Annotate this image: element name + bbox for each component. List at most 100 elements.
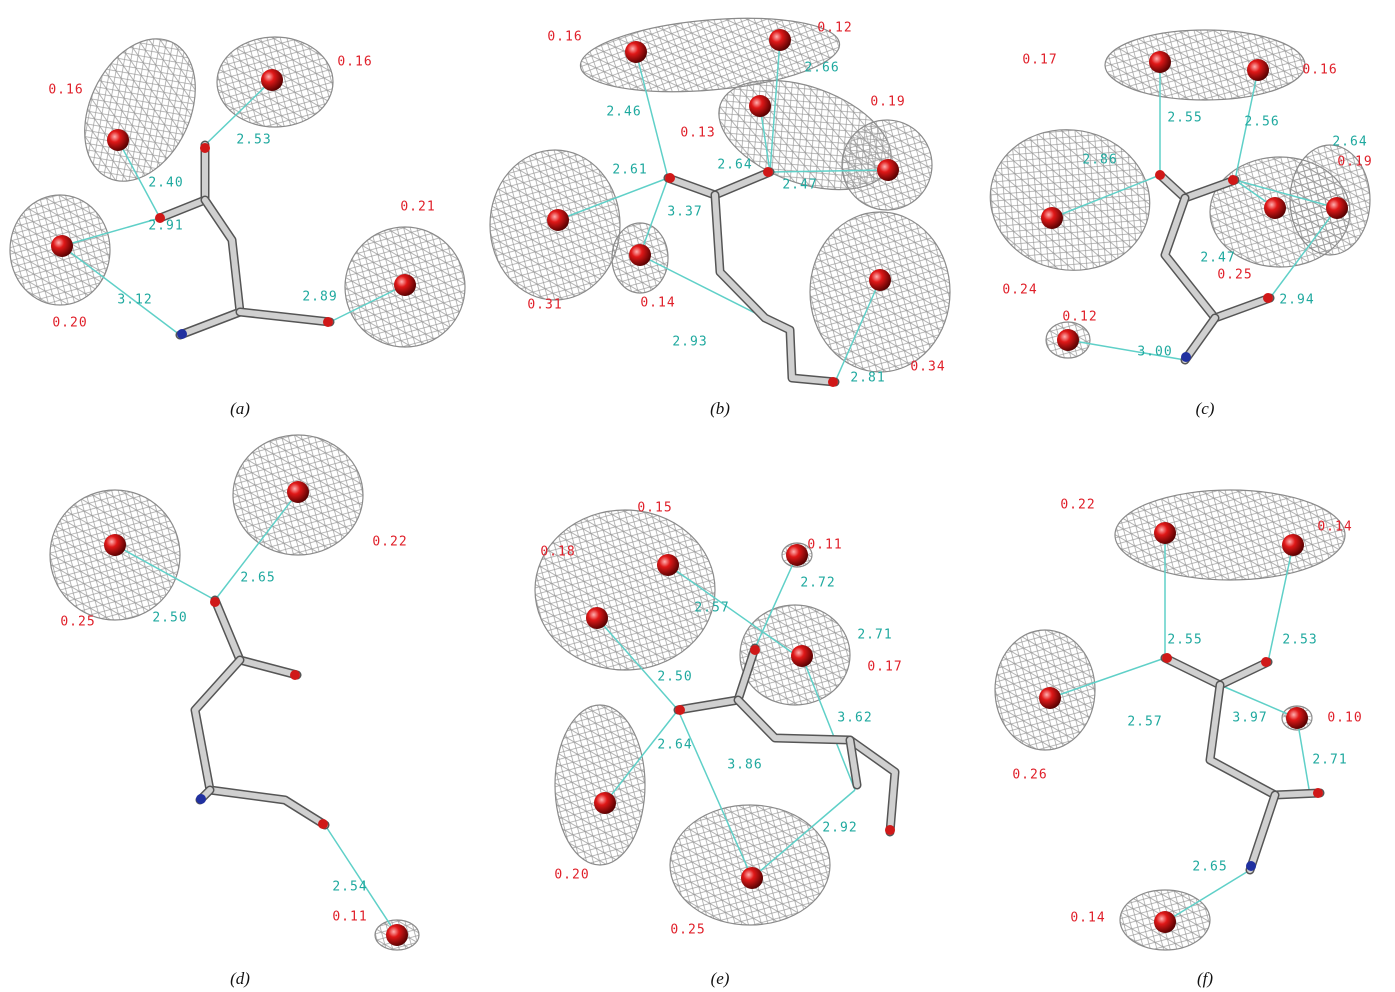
distance-label: 3.86 <box>727 758 762 773</box>
distance-label: 2.47 <box>782 178 817 193</box>
bond-shadow <box>1210 685 1320 795</box>
hydrogen-bond <box>1297 718 1310 795</box>
oxygen-end <box>1228 175 1238 185</box>
distance-label: 2.64 <box>1332 135 1367 150</box>
distance-label: 2.66 <box>804 61 839 76</box>
bond <box>668 172 770 195</box>
distance-label: 3.62 <box>837 711 872 726</box>
oxygen-end <box>200 143 210 153</box>
distance-label: 2.65 <box>240 571 275 586</box>
water-oxygen <box>1041 207 1063 229</box>
occupancy-label: 0.16 <box>48 83 83 98</box>
distance-label: 2.81 <box>850 371 885 386</box>
distance-label: 3.97 <box>1232 711 1267 726</box>
density-mesh <box>555 705 645 865</box>
oxygen-end <box>763 167 773 177</box>
water-oxygen <box>586 607 608 629</box>
distance-label: 2.50 <box>152 611 187 626</box>
occupancy-label: 0.19 <box>1337 155 1372 170</box>
occupancy-label: 0.25 <box>60 615 95 630</box>
distance-label: 2.64 <box>657 738 692 753</box>
oxygen-end <box>210 597 220 607</box>
water-oxygen <box>1282 534 1304 556</box>
oxygen-end <box>885 825 895 835</box>
occupancy-label: 0.16 <box>547 30 582 45</box>
water-oxygen <box>625 41 647 63</box>
occupancy-label: 0.20 <box>52 316 87 331</box>
occupancy-label: 0.25 <box>670 923 705 938</box>
density-mesh <box>1115 490 1345 580</box>
water-oxygen <box>749 95 771 117</box>
distance-label: 2.72 <box>800 576 835 591</box>
distance-label: 2.47 <box>1200 251 1235 266</box>
panel-label: (e) <box>711 969 730 988</box>
occupancy-label: 0.16 <box>1302 63 1337 78</box>
oxygen-end <box>1155 170 1165 180</box>
water-oxygen <box>769 29 791 51</box>
bond <box>1250 795 1275 870</box>
oxygen-end <box>290 670 300 680</box>
water-oxygen <box>261 69 283 91</box>
distance-label: 2.64 <box>717 158 752 173</box>
distance-label: 2.50 <box>657 670 692 685</box>
occupancy-label: 0.11 <box>807 538 842 553</box>
distance-label: 2.91 <box>148 219 183 234</box>
distance-label: 2.89 <box>302 290 337 305</box>
distance-label: 2.53 <box>1282 633 1317 648</box>
water-oxygen <box>51 235 73 257</box>
distance-label: 3.12 <box>117 293 152 308</box>
occupancy-label: 0.26 <box>1012 768 1047 783</box>
water-oxygen <box>1154 911 1176 933</box>
distance-label: 2.55 <box>1167 633 1202 648</box>
water-oxygen <box>869 269 891 291</box>
oxygen-end <box>318 819 328 829</box>
oxygen-end <box>828 377 838 387</box>
distance-label: 2.86 <box>1082 153 1117 168</box>
distance-label: 2.61 <box>612 163 647 178</box>
density-mesh <box>1105 30 1305 100</box>
distance-label: 2.56 <box>1244 115 1279 130</box>
nitrogen-end <box>1246 861 1256 871</box>
water-oxygen <box>629 244 651 266</box>
occupancy-label: 0.14 <box>640 296 675 311</box>
distance-label: 2.94 <box>1279 293 1314 308</box>
distance-label: 3.00 <box>1137 345 1172 360</box>
occupancy-label: 0.19 <box>870 95 905 110</box>
figure: 0.160.160.210.202.532.402.913.122.89(a)0… <box>0 0 1395 992</box>
density-mesh <box>979 117 1161 283</box>
distance-label: 2.93 <box>672 335 707 350</box>
occupancy-label: 0.14 <box>1070 911 1105 926</box>
water-oxygen <box>1326 197 1348 219</box>
oxygen-end <box>1313 788 1323 798</box>
water-oxygen <box>1149 51 1171 73</box>
distance-label: 2.71 <box>857 628 892 643</box>
panel-label: (a) <box>230 399 250 418</box>
oxygen-end <box>323 317 333 327</box>
occupancy-label: 0.31 <box>527 298 562 313</box>
water-oxygen <box>594 792 616 814</box>
oxygen-end <box>665 173 675 183</box>
distance-label: 2.65 <box>1192 860 1227 875</box>
water-oxygen <box>1039 687 1061 709</box>
panel-label: (c) <box>1196 399 1215 418</box>
panel-label: (f) <box>1197 969 1213 988</box>
distance-label: 2.71 <box>1312 753 1347 768</box>
panel-label: (d) <box>230 969 250 988</box>
occupancy-label: 0.10 <box>1327 711 1362 726</box>
distance-label: 2.92 <box>822 821 857 836</box>
water-oxygen <box>741 867 763 889</box>
panel-label: (b) <box>710 399 730 418</box>
nitrogen-end <box>1181 352 1191 362</box>
bond <box>1210 685 1320 795</box>
water-oxygen <box>386 924 408 946</box>
distance-label: 2.46 <box>606 105 641 120</box>
occupancy-label: 0.12 <box>1062 310 1097 325</box>
water-oxygen <box>657 554 679 576</box>
occupancy-label: 0.34 <box>910 360 945 375</box>
water-oxygen <box>547 209 569 231</box>
distance-label: 3.37 <box>667 205 702 220</box>
water-oxygen <box>1286 707 1308 729</box>
occupancy-label: 0.11 <box>332 910 367 925</box>
water-oxygen <box>877 159 899 181</box>
occupancy-label: 0.16 <box>337 55 372 70</box>
